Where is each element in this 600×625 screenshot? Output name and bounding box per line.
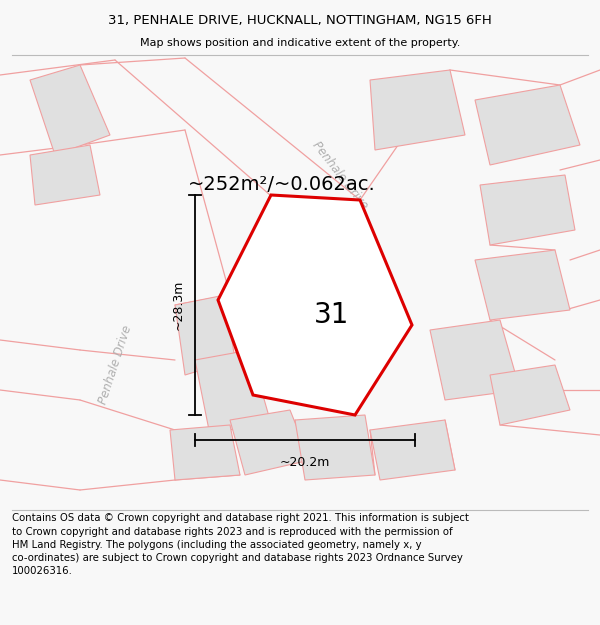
Text: ~252m²/~0.062ac.: ~252m²/~0.062ac.: [188, 176, 376, 194]
Text: Contains OS data © Crown copyright and database right 2021. This information is : Contains OS data © Crown copyright and d…: [12, 514, 469, 576]
Text: Penhale Drive: Penhale Drive: [310, 139, 370, 211]
Text: ~20.2m: ~20.2m: [280, 456, 330, 469]
Polygon shape: [490, 365, 570, 425]
Text: Penhale Drive: Penhale Drive: [96, 324, 134, 406]
Polygon shape: [475, 85, 580, 165]
Polygon shape: [218, 195, 412, 415]
Polygon shape: [175, 295, 235, 375]
Polygon shape: [295, 415, 375, 480]
Text: ~28.3m: ~28.3m: [172, 280, 185, 330]
Polygon shape: [370, 420, 455, 480]
Polygon shape: [370, 70, 465, 150]
Polygon shape: [475, 250, 570, 320]
Polygon shape: [480, 175, 575, 245]
Polygon shape: [195, 350, 270, 435]
Text: 31, PENHALE DRIVE, HUCKNALL, NOTTINGHAM, NG15 6FH: 31, PENHALE DRIVE, HUCKNALL, NOTTINGHAM,…: [108, 14, 492, 27]
Text: Map shows position and indicative extent of the property.: Map shows position and indicative extent…: [140, 39, 460, 49]
Polygon shape: [230, 410, 310, 475]
Polygon shape: [30, 145, 100, 205]
Polygon shape: [170, 425, 240, 480]
Polygon shape: [430, 320, 520, 400]
Text: 31: 31: [314, 301, 349, 329]
Polygon shape: [30, 65, 110, 155]
